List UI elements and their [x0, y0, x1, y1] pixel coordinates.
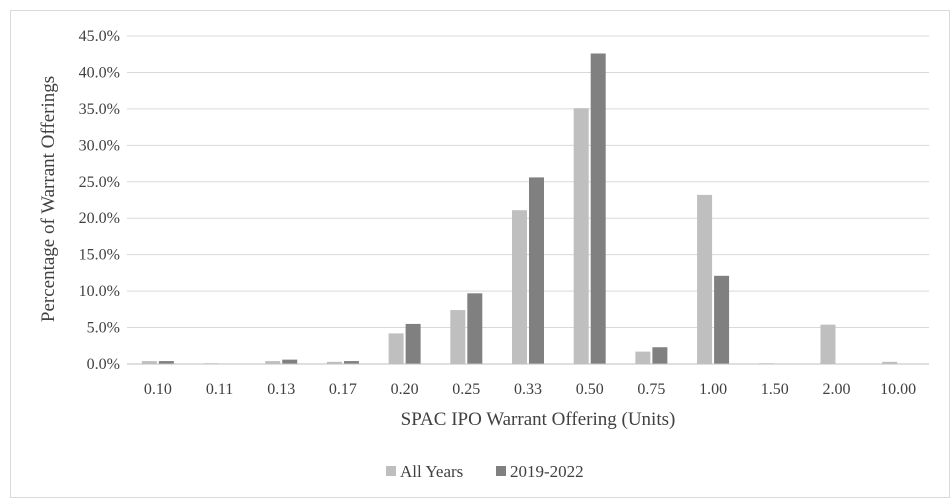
x-tick-label: 1.50 — [761, 381, 789, 398]
y-tick-label: 25.0% — [79, 174, 120, 191]
bar-2019-2022 — [467, 293, 483, 364]
x-tick-label: 10.00 — [880, 381, 916, 398]
x-tick-label: 0.75 — [637, 381, 665, 398]
bar-2019-2022 — [529, 177, 544, 364]
legend-swatch — [386, 466, 396, 476]
bar-all-years — [635, 351, 651, 364]
y-tick-label: 10.0% — [79, 283, 120, 300]
x-tick-label: 0.20 — [391, 381, 419, 398]
bars — [141, 53, 898, 364]
y-axis-ticks: 0.0% 5.0% 10.0% 15.0% 20.0% 25.0% 30.0% 35.0% 40… — [79, 28, 120, 373]
bar-2019-2022 — [282, 359, 298, 364]
chart-frame — [10, 10, 950, 498]
legend-swatch — [496, 466, 506, 476]
y-tick-label: 20.0% — [79, 210, 120, 227]
y-tick-label: 40.0% — [79, 64, 120, 81]
bar-2019-2022 — [590, 53, 606, 364]
legend-label: All Years — [400, 462, 463, 481]
bar-2019-2022 — [652, 347, 668, 364]
x-tick-label: 0.13 — [267, 381, 295, 398]
bar-all-years — [573, 108, 589, 364]
bar-all-years — [450, 310, 466, 364]
bar-2019-2022 — [343, 361, 359, 364]
y-tick-label: 0.0% — [87, 356, 120, 373]
y-axis-title: Percentage of Warrant Offerings — [38, 76, 59, 322]
bar-all-years — [141, 361, 157, 364]
x-tick-label: 0.10 — [144, 381, 172, 398]
x-tick-label: 0.33 — [514, 381, 542, 398]
y-tick-label: 15.0% — [79, 247, 120, 264]
y-tick-label: 45.0% — [79, 28, 120, 45]
x-axis-title: SPAC IPO Warrant Offering (Units) — [401, 409, 676, 430]
x-axis-ticks: 0.10 0.11 0.13 0.17 0.20 0.25 0.33 0.50 0.75 1.00… — [144, 381, 916, 398]
legend: All Years 2019-2022 — [386, 462, 584, 481]
y-tick-label: 5.0% — [87, 320, 120, 337]
x-tick-label: 0.25 — [452, 381, 480, 398]
bar-2019-2022 — [158, 361, 174, 364]
gridlines — [127, 35, 929, 365]
x-tick-label: 2.00 — [822, 381, 850, 398]
bar-all-years — [265, 361, 281, 364]
x-tick-label: 1.00 — [699, 381, 727, 398]
legend-label: 2019-2022 — [510, 462, 584, 481]
bar-all-years — [326, 361, 342, 364]
bar-all-years — [512, 210, 527, 364]
x-tick-label: 0.50 — [576, 381, 604, 398]
x-tick-label: 0.17 — [329, 381, 357, 398]
y-tick-label: 30.0% — [79, 137, 120, 154]
bar-all-years — [820, 324, 836, 364]
x-tick-label: 0.11 — [206, 381, 233, 398]
bar-2019-2022 — [405, 323, 421, 364]
bar-all-years — [697, 194, 713, 364]
y-tick-label: 35.0% — [79, 101, 120, 118]
bar-2019-2022 — [714, 275, 730, 364]
bar-all-years — [882, 361, 898, 364]
bar-all-years — [388, 333, 404, 364]
